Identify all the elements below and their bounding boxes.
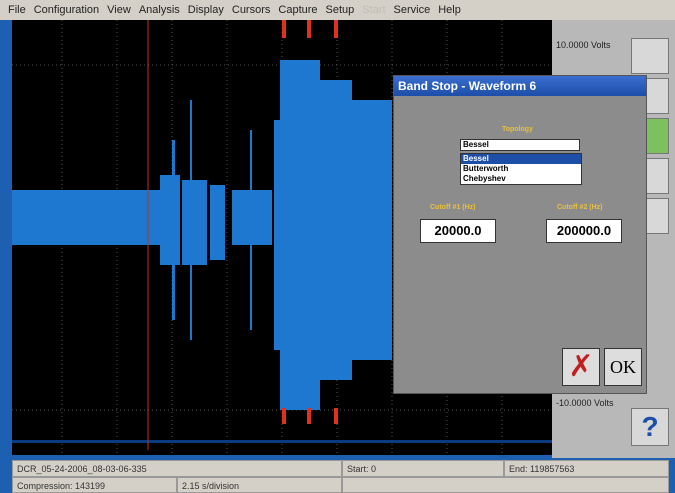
menu-bar: File Configuration View Analysis Display Curs… <box>0 0 675 20</box>
signal <box>12 60 552 443</box>
nav-button[interactable] <box>631 38 669 74</box>
status-division: 2.15 s/division <box>177 477 342 493</box>
markers <box>282 20 338 424</box>
dialog: Band Stop - Waveform 6 Topology Bessel B… <box>393 75 647 394</box>
topology-select[interactable]: Bessel <box>460 139 580 151</box>
status-end: End: 119857563 <box>504 460 669 477</box>
topology-option[interactable]: Bessel <box>461 154 581 164</box>
scale-bottom: -10.0000 Volts <box>556 398 614 408</box>
cutoff2-input[interactable]: 200000.0 <box>546 219 622 243</box>
menu-item[interactable]: Service <box>393 4 431 16</box>
topology-option[interactable]: Chebyshev <box>463 174 506 183</box>
menu-item[interactable]: Analysis <box>138 4 180 16</box>
cutoff1-input[interactable]: 20000.0 <box>420 219 496 243</box>
topology-options: Bessel Butterworth Chebyshev <box>460 153 582 185</box>
dialog-title: Band Stop - Waveform 6 <box>394 76 646 96</box>
status-compression: Compression: 143199 <box>12 477 177 493</box>
status-file: DCR_05-24-2006_08-03-06-335 <box>12 460 342 477</box>
menu-item[interactable]: Setup <box>325 4 355 16</box>
menu-item[interactable]: Capture <box>278 4 318 16</box>
ok-button[interactable]: OK <box>604 348 642 386</box>
menu-item[interactable]: Help <box>438 4 461 16</box>
help-button[interactable]: ? <box>631 408 669 446</box>
cutoff1-label: Cutoff #1 (Hz) <box>430 204 476 211</box>
menu-item[interactable]: Start <box>362 4 386 16</box>
menu-item[interactable]: File <box>8 4 26 16</box>
status-start: Start: 0 <box>342 460 504 477</box>
menu-item[interactable]: Configuration <box>33 4 100 16</box>
menu-item[interactable]: Cursors <box>231 4 271 16</box>
menu-item[interactable]: Display <box>187 4 224 16</box>
status-empty <box>342 477 669 493</box>
topology-option[interactable]: Butterworth <box>463 164 509 173</box>
menu-item[interactable]: View <box>107 4 131 16</box>
waveform <box>12 20 552 455</box>
scale-top: 10.0000 Volts <box>556 40 611 50</box>
cancel-button[interactable]: ✗ <box>562 348 600 386</box>
topology-label: Topology <box>502 126 533 133</box>
cutoff2-label: Cutoff #2 (Hz) <box>557 204 603 211</box>
